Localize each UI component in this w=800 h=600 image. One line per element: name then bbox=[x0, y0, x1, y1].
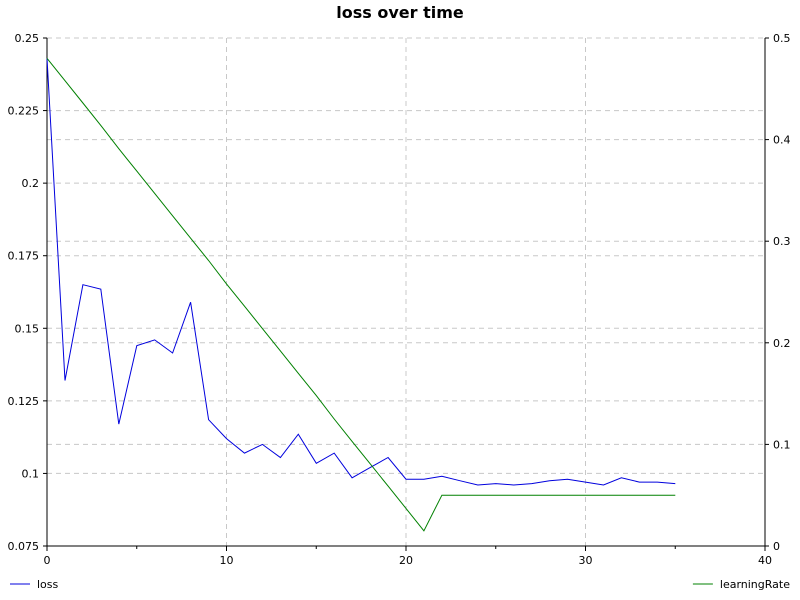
y-left-tick-label: 0.2 bbox=[22, 177, 40, 190]
x-tick-label: 0 bbox=[44, 554, 51, 567]
y-left-tick-label: 0.125 bbox=[8, 395, 40, 408]
y-right-tick-label: 0.2 bbox=[773, 337, 791, 350]
y-left-tick-label: 0.25 bbox=[15, 32, 40, 45]
y-left-tick-label: 0.175 bbox=[8, 250, 40, 263]
y-right-tick-label: 0 bbox=[773, 540, 780, 553]
legend-item-learningRate: learningRate bbox=[692, 578, 790, 591]
legend-label: learningRate bbox=[720, 578, 790, 591]
legend-label: loss bbox=[37, 578, 59, 591]
legend-item-loss: loss bbox=[10, 578, 59, 591]
y-right-tick-label: 0.4 bbox=[773, 134, 791, 147]
chart-title: loss over time bbox=[336, 3, 464, 22]
x-tick-label: 20 bbox=[399, 554, 413, 567]
y-left-tick-label: 0.1 bbox=[22, 467, 40, 480]
grid-lines bbox=[47, 37, 765, 546]
y-left-tick-label: 0.075 bbox=[8, 540, 40, 553]
y-left-tick-label: 0.15 bbox=[15, 322, 40, 335]
y-right-tick-label: 0.5 bbox=[773, 32, 791, 45]
y-left-tick-label: 0.225 bbox=[8, 105, 40, 118]
legend: loss learningRate bbox=[10, 578, 790, 591]
axes bbox=[43, 37, 769, 551]
series-line-loss bbox=[46, 58, 676, 486]
y-right-tick-label: 0.1 bbox=[773, 438, 791, 451]
x-tick-label: 40 bbox=[758, 554, 772, 567]
tick-labels: 0 10 20 30 40 0.075 0.1 0.125 0.15 0.175 0.2 0.225 0… bbox=[8, 32, 791, 567]
x-tick-label: 10 bbox=[220, 554, 234, 567]
x-tick-label: 30 bbox=[579, 554, 593, 567]
series-line-learningRate bbox=[46, 57, 676, 532]
plot-area bbox=[46, 57, 676, 532]
y-right-tick-label: 0.3 bbox=[773, 235, 791, 248]
